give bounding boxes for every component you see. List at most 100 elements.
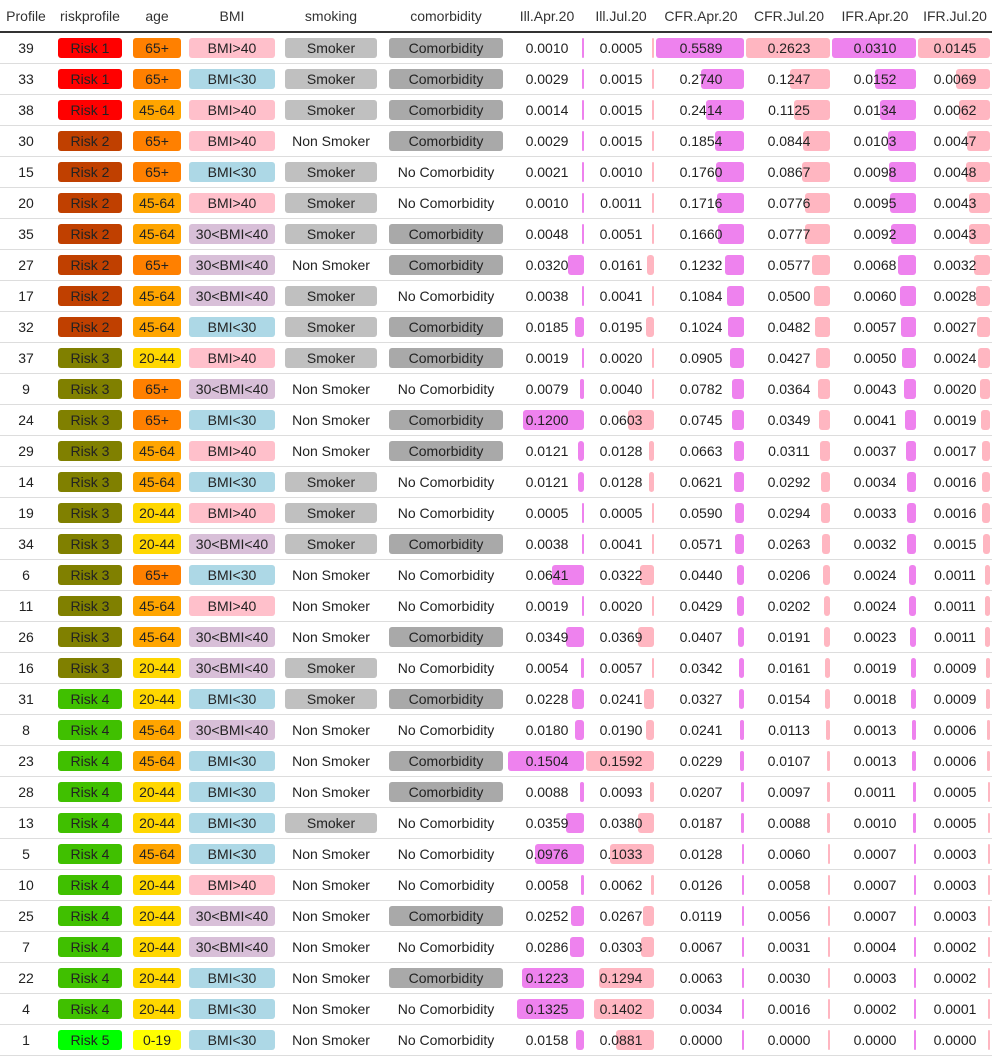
column-header-profile[interactable]: Profile [0,0,52,33]
column-header-smoking[interactable]: smoking [278,0,384,33]
bmi-label: 30<BMI<40 [189,658,275,678]
data-bar [821,472,830,492]
cfr-apr-cell: 0.0034 [656,993,746,1025]
table-row[interactable]: 28 Risk 4 20-44 BMI<30 Non Smoker Comorbidity… [0,776,992,808]
table-row[interactable]: 1 Risk 5 0-19 BMI<30 Non Smoker No Comorbidit… [0,1024,992,1056]
data-value: 0.1504 [525,753,569,769]
column-header-ill-jul-20[interactable]: Ill.Jul.20 [586,0,656,33]
riskprofile-label: Risk 4 [58,875,122,895]
age-label: 20-44 [133,348,181,368]
bmi-label: 30<BMI<40 [189,255,275,275]
data-bar [715,131,744,151]
data-bar [570,937,584,957]
table-row[interactable]: 24 Risk 3 65+ BMI<30 Non Smoker Comorbidity 0.… [0,404,992,436]
data-value: 0.0500 [767,288,811,304]
riskprofile-cell: Risk 3 [52,621,128,653]
data-bar [652,100,654,120]
column-header-riskprofile[interactable]: riskprofile [52,0,128,33]
data-value: 0.0119 [680,908,722,924]
data-bar [640,565,654,585]
table-row[interactable]: 14 Risk 3 45-64 BMI<30 Smoker No Comorbidity 0… [0,466,992,498]
data-value: 0.0032 [853,536,897,552]
table-row[interactable]: 8 Risk 4 45-64 30<BMI<40 Non Smoker No Comorb… [0,714,992,746]
data-bar [805,224,830,244]
ifr-apr-cell: 0.0011 [832,776,918,808]
ill-jul-cell: 0.0603 [586,404,656,436]
bmi-label: BMI>40 [189,503,275,523]
table-row[interactable]: 30 Risk 2 65+ BMI>40 Non Smoker Comorbidity 0.… [0,125,992,157]
column-header-cfr-jul-20[interactable]: CFR.Jul.20 [746,0,832,33]
table-row[interactable]: 33 Risk 1 65+ BMI<30 Smoker Comorbidity 0.0029… [0,63,992,95]
profile-cell: 31 [0,683,52,715]
data-bar [740,751,744,771]
table-row[interactable]: 15 Risk 2 65+ BMI<30 Smoker No Comorbidity 0.0… [0,156,992,188]
table-row[interactable]: 16 Risk 3 20-44 30<BMI<40 Smoker No Comorbidi… [0,652,992,684]
table-row[interactable]: 35 Risk 2 45-64 30<BMI<40 Smoker Comorbidity 0… [0,218,992,250]
table-row[interactable]: 25 Risk 4 20-44 30<BMI<40 Non Smoker Comorbid… [0,900,992,932]
data-bar [820,441,830,461]
table-row[interactable]: 17 Risk 2 45-64 30<BMI<40 Smoker No Comorbidi… [0,280,992,312]
table-row[interactable]: 29 Risk 3 45-64 BMI>40 Non Smoker Comorbidity… [0,435,992,467]
data-value: 0.0007 [853,908,897,924]
comorbidity-label: Comorbidity [389,38,503,58]
bmi-cell: BMI<30 [186,776,278,808]
riskprofile-cell: Risk 2 [52,249,128,281]
age-cell: 20-44 [128,900,186,932]
column-header-bmi[interactable]: BMI [186,0,278,33]
age-label: 45-64 [133,596,181,616]
table-row[interactable]: 22 Risk 4 20-44 BMI<30 Non Smoker Comorbidity… [0,962,992,994]
smoking-label: Smoker [285,162,377,182]
table-row[interactable]: 6 Risk 3 65+ BMI<30 Non Smoker No Comorbidity… [0,559,992,591]
table-row[interactable]: 37 Risk 3 20-44 BMI>40 Smoker Comorbidity 0.00… [0,342,992,374]
comorbidity-cell: No Comorbidity [384,590,508,622]
bmi-label: BMI<30 [189,751,275,771]
table-row[interactable]: 5 Risk 4 45-64 BMI<30 Non Smoker No Comorbidi… [0,838,992,870]
data-bar [828,844,830,864]
table-row[interactable]: 34 Risk 3 20-44 30<BMI<40 Smoker Comorbidity 0… [0,528,992,560]
table-row[interactable]: 13 Risk 4 20-44 BMI<30 Smoker No Comorbidity 0… [0,807,992,839]
ill-jul-cell: 0.0241 [586,683,656,715]
data-value: 0.0048 [525,226,569,242]
column-header-age[interactable]: age [128,0,186,33]
table-row[interactable]: 32 Risk 2 45-64 BMI<30 Smoker Comorbidity 0.01… [0,311,992,343]
ifr-apr-cell: 0.0007 [832,869,918,901]
table-row[interactable]: 10 Risk 4 20-44 BMI>40 Non Smoker No Comorbid… [0,869,992,901]
smoking-label: Non Smoker [292,722,370,738]
comorbidity-label: No Comorbidity [397,877,495,893]
table-row[interactable]: 39 Risk 1 65+ BMI>40 Smoker Comorbidity 0.0010… [0,32,992,64]
table-row[interactable]: 19 Risk 3 20-44 BMI>40 Smoker No Comorbidity 0… [0,497,992,529]
column-header-comorbidity[interactable]: comorbidity [384,0,508,33]
bmi-label: BMI<30 [189,813,275,833]
table-row[interactable]: 38 Risk 1 45-64 BMI>40 Smoker Comorbidity 0.00… [0,94,992,126]
table-row[interactable]: 31 Risk 4 20-44 BMI<30 Smoker Comorbidity 0.02… [0,683,992,715]
ill-apr-cell: 0.1200 [508,404,586,436]
bmi-cell: BMI>40 [186,342,278,374]
column-header-ill-apr-20[interactable]: Ill.Apr.20 [508,0,586,33]
bmi-cell: 30<BMI<40 [186,249,278,281]
riskprofile-label: Risk 1 [58,38,122,58]
column-header-cfr-apr-20[interactable]: CFR.Apr.20 [656,0,746,33]
data-bar [827,751,830,771]
table-row[interactable]: 20 Risk 2 45-64 BMI>40 Smoker No Comorbidity 0… [0,187,992,219]
table-row[interactable]: 27 Risk 2 65+ 30<BMI<40 Non Smoker Comorbidit… [0,249,992,281]
column-header-ifr-jul-20[interactable]: IFR.Jul.20 [918,0,992,33]
comorbidity-cell: No Comorbidity [384,714,508,746]
table-row[interactable]: 11 Risk 3 45-64 BMI>40 Non Smoker No Comorbid… [0,590,992,622]
table-row[interactable]: 4 Risk 4 20-44 BMI<30 Non Smoker No Comorbidi… [0,993,992,1025]
data-value: 0.0000 [767,1032,811,1048]
data-bar [522,968,584,988]
data-value: 0.1592 [599,753,643,769]
ill-apr-cell: 0.0088 [508,776,586,808]
data-value: 0.0429 [679,598,723,614]
table-row[interactable]: 9 Risk 3 65+ 30<BMI<40 Non Smoker No Comorbid… [0,373,992,405]
data-bar [803,131,830,151]
ifr-jul-cell: 0.0006 [918,745,992,777]
comorbidity-label: Comorbidity [389,441,503,461]
table-row[interactable]: 26 Risk 3 45-64 30<BMI<40 Non Smoker Comorbid… [0,621,992,653]
ill-apr-cell: 0.1325 [508,993,586,1025]
column-header-ifr-apr-20[interactable]: IFR.Apr.20 [832,0,918,33]
table-row[interactable]: 23 Risk 4 45-64 BMI<30 Non Smoker Comorbidity… [0,745,992,777]
table-row[interactable]: 7 Risk 4 20-44 30<BMI<40 Non Smoker No Comorb… [0,931,992,963]
cfr-jul-cell: 0.0427 [746,342,832,374]
age-label: 65+ [133,131,181,151]
